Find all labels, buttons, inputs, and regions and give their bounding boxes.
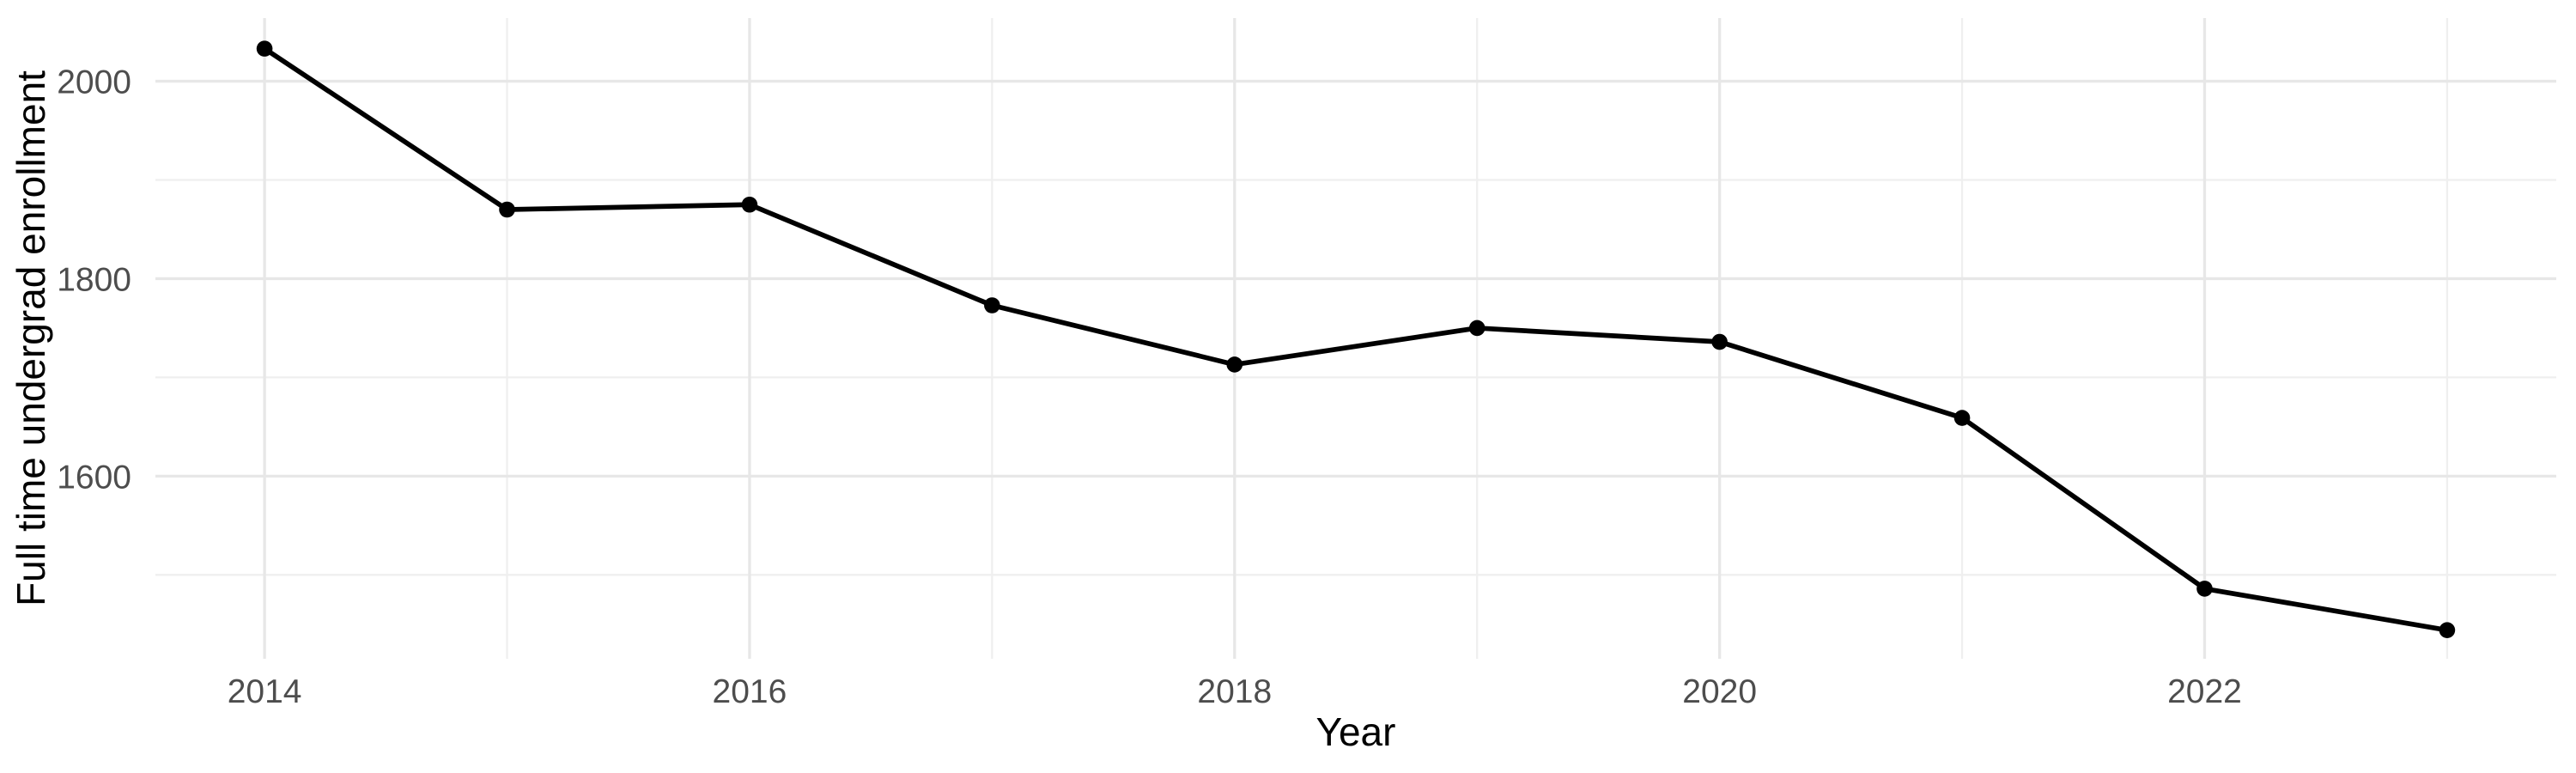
data-point-2019 [1468, 320, 1485, 337]
x-tick-label-2016: 2016 [713, 673, 787, 710]
data-point-2022 [2196, 581, 2213, 597]
data-point-2021 [1953, 410, 1971, 426]
y-tick-label-1800: 1800 [57, 261, 131, 298]
data-point-2018 [1226, 356, 1243, 373]
gridlines-major [155, 18, 2556, 659]
x-tick-label-2018: 2018 [1197, 673, 1272, 710]
y-axis-tick-labels: 2000 1800 1600 [57, 64, 131, 496]
x-axis-title: Year [1316, 709, 1396, 754]
y-tick-label-2000: 2000 [57, 64, 131, 101]
data-point-2020 [1711, 333, 1728, 350]
data-point-2017 [984, 297, 1000, 313]
gridlines-minor [155, 18, 2556, 659]
x-tick-label-2020: 2020 [1682, 673, 1757, 710]
x-axis-tick-labels: 2014 2016 2018 2020 2022 [228, 673, 2242, 710]
enrollment-series [256, 40, 2456, 638]
x-tick-label-2022: 2022 [2167, 673, 2242, 710]
data-point-2014 [256, 40, 273, 57]
y-axis-title: Full time undergrad enrollment [9, 70, 53, 606]
data-point-2023 [2439, 622, 2456, 638]
x-tick-label-2014: 2014 [228, 673, 302, 710]
data-point-2016 [741, 196, 758, 213]
enrollment-trend-line [262, 46, 2450, 633]
y-tick-label-1600: 1600 [57, 459, 131, 496]
data-point-2015 [499, 201, 515, 218]
